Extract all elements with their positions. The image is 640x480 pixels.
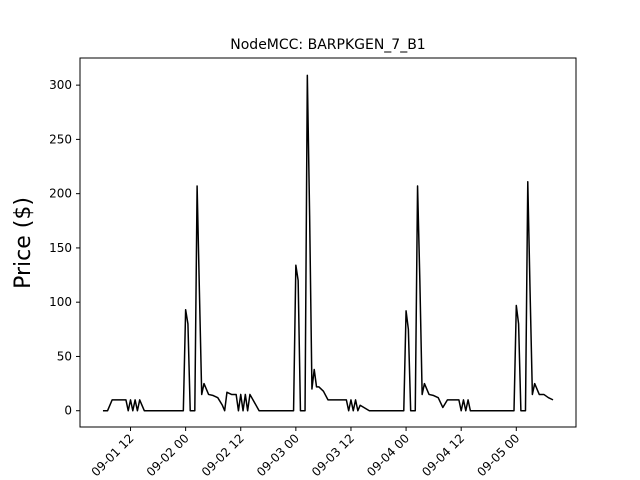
x-axis: 09-01 12 09-02 00 09-02 12 09-03 00 09-03 12… [89, 427, 522, 479]
x-tick-label: 09-02 00 [144, 431, 192, 479]
x-tick-label: 09-03 00 [254, 431, 302, 479]
price-series-line [102, 74, 554, 412]
y-tick-label: 50 [57, 349, 72, 363]
y-axis: 0 50 100 150 200 250 300 [49, 78, 80, 418]
x-tick-label: 09-03 12 [309, 431, 357, 479]
x-tick-label: 09-05 00 [474, 431, 522, 479]
x-tick-label: 09-04 00 [364, 431, 412, 479]
y-axis-label: Price ($) [11, 197, 36, 289]
y-tick-label: 0 [64, 404, 72, 418]
chart-title: NodeMCC: BARPKGEN_7_B1 [230, 37, 425, 53]
plot-area-frame [79, 57, 577, 428]
x-tick-label: 09-01 12 [89, 431, 137, 479]
x-tick-label: 09-04 12 [419, 431, 467, 479]
y-tick-label: 300 [49, 78, 72, 92]
y-tick-label: 200 [49, 187, 72, 201]
y-tick-label: 100 [49, 295, 72, 309]
y-tick-label: 250 [49, 132, 72, 146]
x-tick-label: 09-02 12 [199, 431, 247, 479]
y-tick-label: 150 [49, 241, 72, 255]
